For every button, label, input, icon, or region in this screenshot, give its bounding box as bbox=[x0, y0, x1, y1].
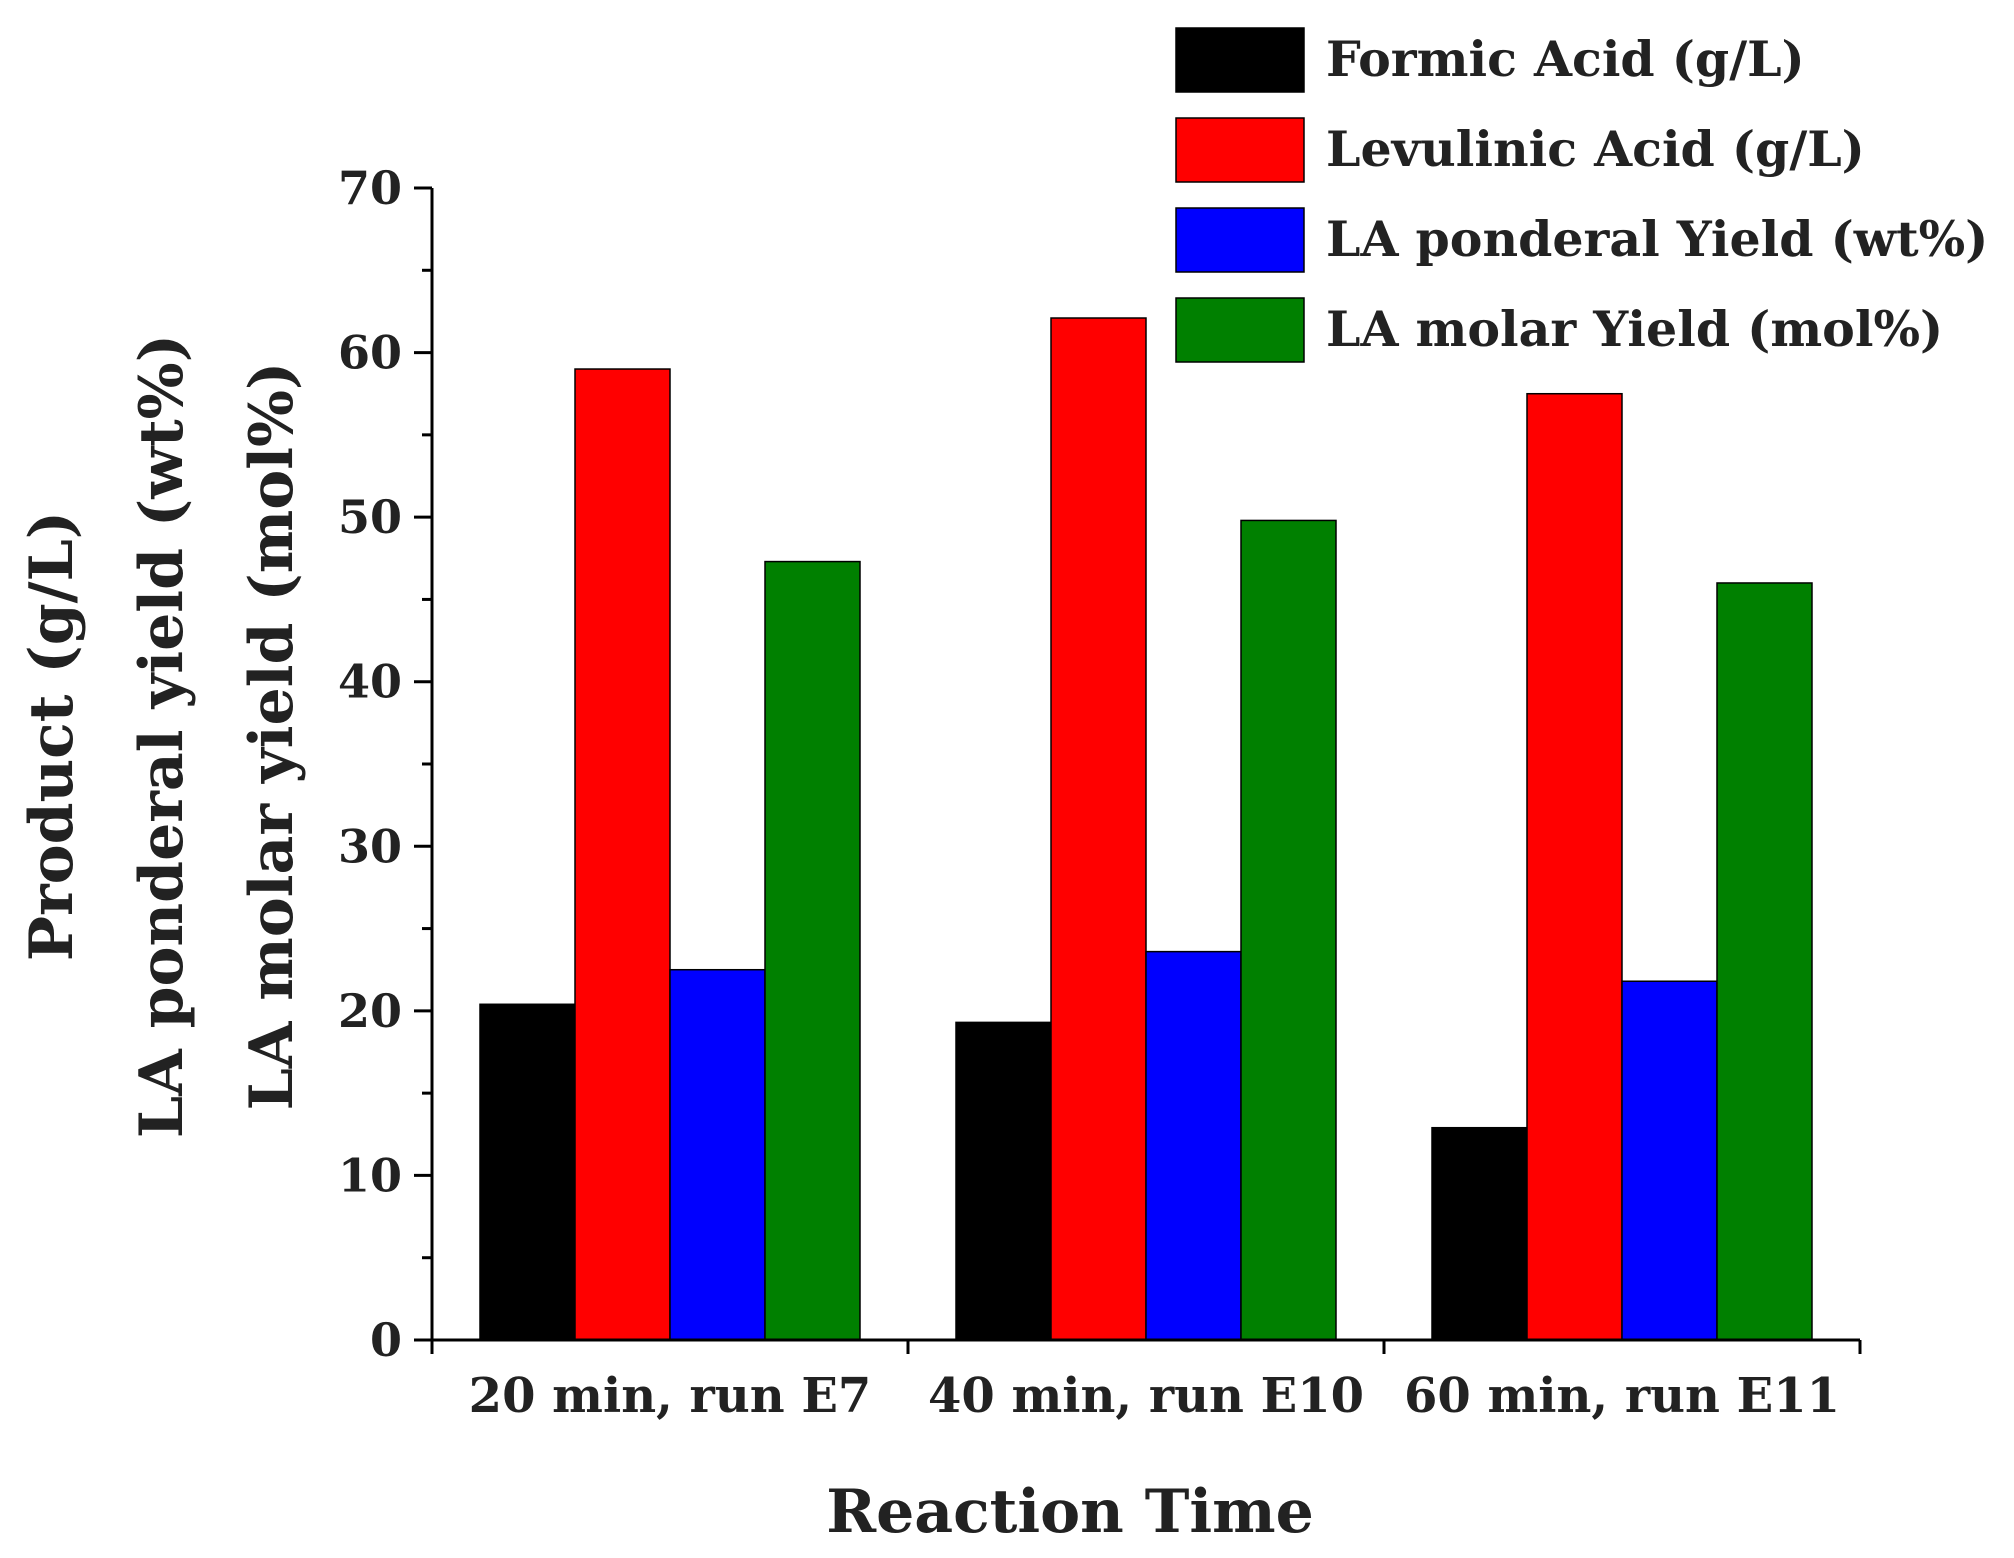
axes-layer bbox=[414, 186, 1862, 1354]
bars-layer bbox=[479, 317, 1813, 1341]
x-axis-title: Reaction Time bbox=[826, 1477, 1314, 1547]
legend: Formic Acid (g/L) Levulinic Acid (g/L) LA … bbox=[1175, 27, 1988, 363]
bar-1-3 bbox=[1431, 1126, 1528, 1341]
y-tick-label: 40 bbox=[338, 655, 402, 709]
legend-swatch-2 bbox=[1175, 117, 1305, 183]
y-axis-title-line-1: Product (g/L) bbox=[17, 511, 87, 961]
y-tick-label: 50 bbox=[338, 490, 402, 544]
bar-4-1 bbox=[764, 560, 861, 1341]
bar-1-2 bbox=[955, 1021, 1052, 1341]
y-tick-label: 60 bbox=[338, 326, 402, 380]
y-axis-title-line-3: LA molar yield (mol%) bbox=[237, 362, 307, 1111]
bar-4-3 bbox=[1716, 582, 1813, 1341]
x-category-label-1: 20 min, run E7 bbox=[469, 1368, 872, 1424]
bar-3-2 bbox=[1145, 950, 1242, 1341]
legend-label-4: LA molar Yield (mol%) bbox=[1326, 300, 1943, 358]
legend-label-1: Formic Acid (g/L) bbox=[1326, 30, 1805, 88]
x-category-label-3: 60 min, run E11 bbox=[1404, 1368, 1840, 1424]
legend-label-2: Levulinic Acid (g/L) bbox=[1326, 120, 1865, 178]
y-tick-label: 20 bbox=[338, 984, 402, 1038]
bar-2-2 bbox=[1050, 317, 1147, 1341]
legend-swatch-3 bbox=[1175, 207, 1305, 273]
bar-3-3 bbox=[1621, 980, 1718, 1341]
category-labels-layer: 20 min, run E7 40 min, run E10 60 min, run… bbox=[469, 1368, 1840, 1424]
y-axis-title-line-2: LA ponderal yield (wt%) bbox=[127, 334, 197, 1138]
bar-3-1 bbox=[669, 968, 766, 1341]
x-category-label-2: 40 min, run E10 bbox=[928, 1368, 1364, 1424]
y-tick-label: 70 bbox=[338, 161, 402, 215]
legend-label-3: LA ponderal Yield (wt%) bbox=[1326, 210, 1988, 268]
legend-swatch-4 bbox=[1175, 297, 1305, 363]
legend-swatch-1 bbox=[1175, 27, 1305, 93]
y-tick-label: 30 bbox=[338, 819, 402, 873]
bar-2-3 bbox=[1526, 392, 1623, 1341]
tick-labels-layer: 0 10 20 30 40 50 60 70 bbox=[338, 161, 402, 1367]
y-tick-label: 0 bbox=[370, 1313, 402, 1367]
y-tick-label: 10 bbox=[338, 1148, 402, 1202]
bar-1-1 bbox=[479, 1003, 576, 1341]
bar-2-1 bbox=[574, 368, 671, 1341]
bar-4-2 bbox=[1240, 519, 1337, 1341]
